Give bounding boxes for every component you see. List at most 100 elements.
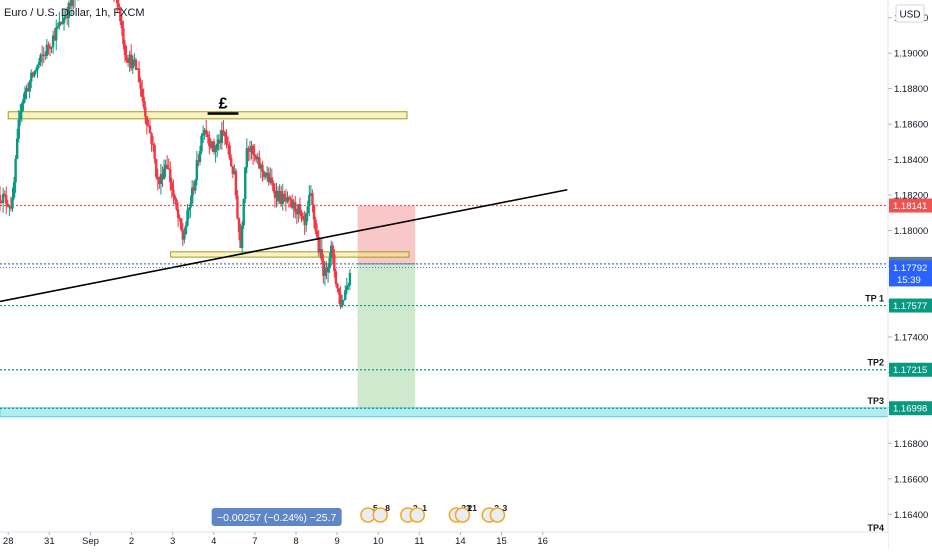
candle-body-215 [334, 271, 338, 284]
candle-body-46 [70, 0, 74, 7]
y-tick-label-4: 1.18400 [894, 155, 928, 166]
position-info-label: −0.00257 (−0.24%) −25.7 [217, 512, 337, 524]
candle-body-164 [255, 156, 258, 160]
candle-body-196 [304, 213, 308, 226]
candle-body-185 [287, 197, 291, 199]
candle-body-0 [0, 195, 2, 201]
candle-body-152 [236, 195, 239, 219]
event-count-0: 5 [373, 503, 378, 513]
event-count-1: 8 [385, 503, 390, 513]
currency-button[interactable]: USD [899, 10, 920, 21]
candle-body-89 [137, 68, 141, 83]
candle-body-190 [295, 211, 299, 215]
candle-body-101 [156, 176, 159, 180]
trendline [0, 188, 568, 303]
candle-body-195 [303, 219, 306, 226]
candle-body-133 [206, 134, 209, 138]
candle-body-20 [30, 72, 33, 82]
candle-body-87 [134, 59, 138, 70]
horizontal-levels-layer: TP 1 TP2 TP3 TP4 [0, 204, 888, 533]
candle-body-212 [329, 245, 333, 259]
candle-body-35 [53, 35, 56, 41]
candle-body-14 [20, 103, 24, 112]
candle-body-218 [339, 294, 342, 307]
y-tick-label-1: 1.19000 [894, 49, 928, 60]
event-flag-icon-5 [454, 507, 471, 523]
candle-body-200 [311, 193, 314, 206]
candle-body-106 [164, 164, 167, 169]
candle-body-145 [225, 136, 228, 145]
events-layer: 5821332123 [360, 503, 507, 523]
candle-body-137 [212, 141, 216, 153]
candle-body-104 [161, 174, 164, 180]
candle-body-9 [12, 182, 16, 198]
candle-body-115 [178, 217, 181, 219]
current-price-label: 1.17792 [893, 263, 927, 274]
candle-body-214 [333, 254, 336, 272]
candle-body-83 [128, 54, 131, 63]
candle-body-100 [155, 158, 158, 177]
y-tick-label-6: 1.18000 [894, 226, 928, 237]
candle-body-94 [145, 116, 149, 126]
candle-body-132 [205, 130, 208, 135]
candle-body-153 [237, 218, 241, 233]
candle-body-179 [278, 191, 281, 202]
candle-body-123 [190, 187, 194, 204]
event-count-4: 33 [461, 503, 471, 513]
candle-body-4 [5, 195, 8, 204]
x-tick-label-9: 10 [373, 536, 384, 547]
candle-body-141 [219, 139, 222, 143]
candle-body-77 [119, 7, 122, 22]
candle-body-182 [283, 193, 286, 198]
candle-body-2 [1, 193, 5, 203]
candle-body-36 [55, 27, 58, 41]
short-position-reward-zone [357, 263, 416, 409]
x-tick-label-11: 14 [455, 536, 466, 547]
event-count-5: 21 [468, 503, 478, 513]
candle-body-38 [58, 22, 61, 27]
candle-body-84 [130, 54, 133, 69]
candle-body-97 [150, 133, 153, 144]
candle-body-1 [0, 200, 3, 203]
candle-body-92 [142, 97, 145, 107]
candle-body-181 [281, 193, 284, 204]
candle-body-127 [197, 160, 200, 162]
candle-body-103 [159, 174, 163, 185]
candle-body-140 [217, 139, 220, 144]
price-marker-label-3: 1.17215 [893, 365, 927, 376]
candle-body-183 [284, 197, 288, 202]
candle-body-110 [170, 182, 174, 190]
price-marker-bg-2 [889, 298, 932, 313]
candle-body-19 [28, 81, 31, 92]
candle-body-111 [172, 189, 175, 196]
candle-body-209 [325, 267, 328, 273]
candle-body-169 [262, 171, 266, 177]
candle-body-30 [45, 44, 49, 56]
x-tick-label-10: 11 [414, 536, 424, 547]
candle-body-78 [120, 21, 124, 29]
candle-body-163 [253, 154, 256, 157]
candle-body-160 [248, 150, 252, 152]
candle-body-210 [326, 267, 330, 273]
candle-body-128 [198, 151, 202, 162]
candle-body-199 [309, 193, 313, 195]
candle-body-186 [289, 198, 292, 200]
y-tick-label-5: 1.18200 [894, 191, 928, 202]
candle-body-139 [215, 143, 219, 150]
time-axis[interactable] [0, 532, 888, 550]
candle-body-177 [275, 190, 278, 198]
candle-body-155 [240, 225, 244, 249]
candle-body-208 [323, 267, 327, 276]
candle-body-3 [3, 193, 6, 196]
candle-body-28 [42, 54, 45, 56]
candle-body-197 [306, 206, 309, 214]
y-tick-label-14: 1.16400 [894, 510, 928, 521]
level-name-4: TP3 [867, 396, 884, 406]
currency-button-frame[interactable] [895, 4, 925, 23]
candle-body-194 [301, 216, 305, 220]
candle-body-159 [247, 148, 250, 151]
candle-body-192 [298, 204, 302, 213]
x-tick-label-13: 16 [537, 536, 548, 547]
